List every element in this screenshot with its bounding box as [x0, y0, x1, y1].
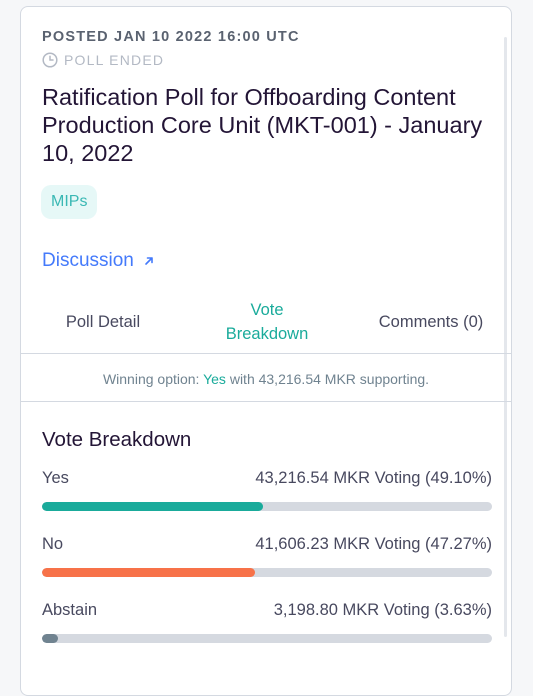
poll-status-label: POLL ENDED — [64, 52, 165, 68]
vote-bar-fill — [42, 502, 263, 511]
option-label: Yes — [42, 469, 69, 487]
arrow-up-right-icon — [144, 254, 154, 269]
clock-icon — [42, 52, 58, 68]
divider — [21, 353, 511, 354]
posted-date: POSTED JAN 10 2022 16:00 UTC — [42, 29, 300, 45]
tab-poll-detail-label: Poll Detail — [65, 313, 141, 331]
winning-option-summary: Winning option: Yes with 43,216.54 MKR s… — [21, 371, 511, 387]
option-votes: 3,198.80 MKR Voting (3.63%) — [273, 601, 492, 619]
poll-title: Ratification Poll for Offboarding Conten… — [42, 84, 483, 166]
tab-vote-breakdown-line2: Breakdown — [225, 325, 309, 343]
tab-poll-detail[interactable]: Poll Detail — [41, 310, 165, 334]
tab-comments[interactable]: Comments (0) — [365, 310, 497, 334]
divider — [21, 401, 511, 402]
option-label: No — [42, 535, 64, 553]
winning-suffix: with 43,216.54 MKR supporting. — [229, 371, 430, 387]
winning-prefix: Winning option: — [102, 371, 200, 387]
scrollbar[interactable] — [504, 37, 507, 637]
vote-bar-track — [42, 502, 492, 511]
category-tag[interactable]: MIPs — [41, 185, 98, 219]
option-votes: 43,216.54 MKR Voting (49.10%) — [255, 469, 492, 487]
vote-bar-fill — [42, 634, 59, 643]
tab-comments-label: Comments (0) — [378, 313, 484, 331]
vote-bar-track — [42, 568, 492, 577]
vote-bar-track — [42, 634, 492, 643]
discussion-label: Discussion — [42, 250, 134, 271]
discussion-link[interactable]: Discussion — [42, 250, 154, 272]
vote-breakdown-title: Vote Breakdown — [42, 428, 192, 451]
vote-bar-fill — [42, 568, 255, 577]
tab-vote-breakdown[interactable]: Vote Breakdown — [201, 298, 333, 346]
poll-status: POLL ENDED — [42, 52, 164, 68]
winning-option: Yes — [203, 371, 226, 387]
poll-card: POSTED JAN 10 2022 16:00 UTC POLL ENDED … — [20, 6, 512, 696]
tab-bar: Poll Detail Vote Breakdown Comments (0) — [21, 293, 511, 359]
option-votes: 41,606.23 MKR Voting (47.27%) — [255, 535, 492, 553]
tab-vote-breakdown-line1: Vote — [250, 301, 284, 319]
option-label: Abstain — [42, 601, 98, 619]
